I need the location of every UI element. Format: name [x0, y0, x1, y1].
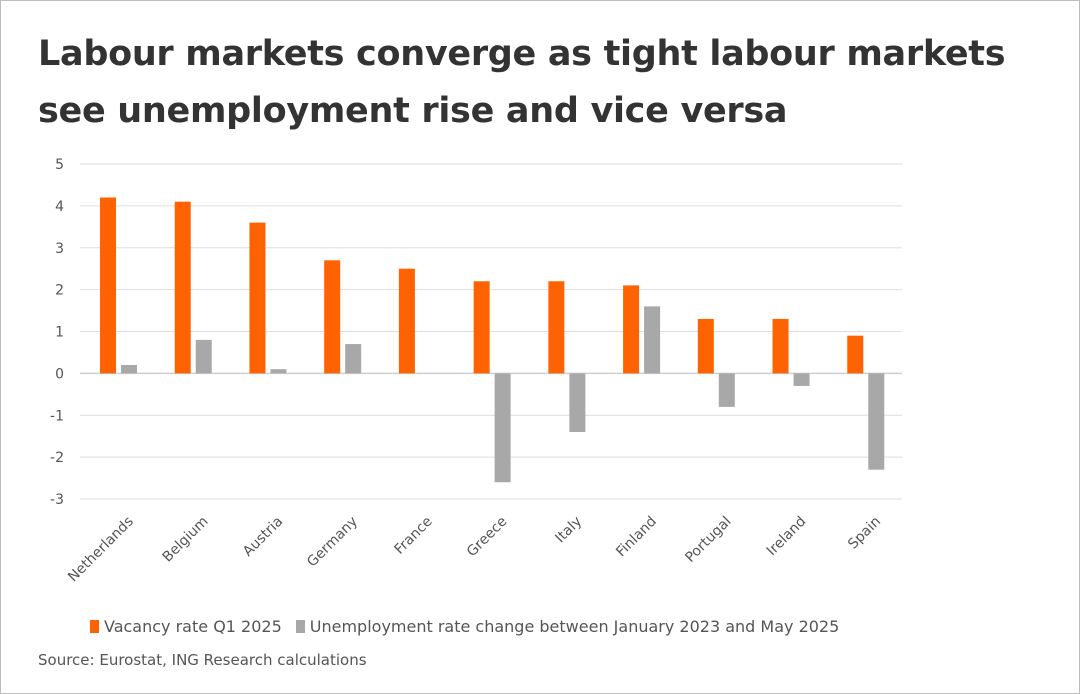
legend: Vacancy rate Q1 2025 Unemployment rate c… [90, 617, 853, 636]
source-note: Source: Eurostat, ING Research calculati… [38, 651, 367, 669]
bar-vacancy-france [398, 268, 415, 374]
x-tick-label: Portugal [682, 514, 734, 566]
x-tick-label: France [391, 514, 435, 558]
bar-unemployment-portugal [718, 373, 735, 407]
bar-vacancy-italy [548, 281, 565, 374]
bar-vacancy-austria [249, 222, 266, 374]
bar-unemployment-belgium [195, 339, 212, 374]
bar-unemployment-greece [494, 373, 511, 483]
bar-vacancy-netherlands [100, 197, 116, 374]
x-tick-label: Germany [304, 514, 361, 571]
gridlines [80, 163, 902, 500]
bar-unemployment-germany [345, 344, 362, 374]
y-axis-ticks: 5 4 3 2 1 0 ‐1 ‐2 ‐3 [50, 157, 64, 508]
y-tick-label: ‐2 [50, 450, 64, 466]
y-tick-label: 5 [55, 157, 64, 173]
bar-unemployment-austria [270, 369, 287, 374]
bar-vacancy-belgium [174, 201, 191, 374]
bar-vacancy-portugal [697, 318, 714, 374]
bar-unemployment-netherlands [121, 365, 137, 374]
y-tick-label: 1 [55, 325, 64, 341]
legend-swatch-vacancy [90, 620, 99, 633]
bar-unemployment-spain [868, 373, 885, 470]
x-tick-label: Italy [552, 514, 585, 547]
bar-vacancy-ireland [772, 318, 789, 374]
legend-label-vacancy: Vacancy rate Q1 2025 [104, 617, 282, 636]
bar-vacancy-germany [324, 260, 341, 374]
x-tick-label: Ireland [764, 514, 810, 560]
legend-item-unemployment: Unemployment rate change between January… [295, 617, 840, 636]
x-tick-label: Austria [240, 514, 286, 560]
x-axis-ticks: Netherlands Belgium Austria Germany France Gr… [65, 514, 884, 586]
bar-vacancy-greece [473, 281, 490, 374]
legend-item-vacancy: Vacancy rate Q1 2025 [90, 617, 282, 636]
x-tick-label: Greece [464, 514, 511, 561]
bars [100, 197, 885, 483]
y-tick-label: 3 [55, 241, 64, 257]
y-tick-label: 2 [55, 283, 64, 299]
y-tick-label: ‐3 [50, 492, 64, 508]
x-tick-label: Belgium [160, 514, 212, 566]
bar-unemployment-italy [569, 373, 586, 432]
y-tick-label: 0 [55, 366, 64, 382]
x-tick-label: Netherlands [65, 514, 137, 586]
x-tick-label: Spain [845, 514, 884, 553]
y-tick-label: 4 [55, 199, 64, 215]
x-tick-label: Finland [613, 514, 660, 561]
legend-swatch-unemployment [295, 620, 305, 633]
bar-vacancy-spain [847, 335, 864, 374]
bar-unemployment-finland [644, 306, 661, 374]
bar-unemployment-ireland [793, 373, 810, 386]
chart-title: Labour markets converge as tight labour … [38, 34, 1006, 131]
y-tick-label: ‐1 [50, 408, 64, 424]
legend-label-unemployment: Unemployment rate change between January… [309, 617, 840, 636]
bar-vacancy-finland [623, 285, 640, 374]
